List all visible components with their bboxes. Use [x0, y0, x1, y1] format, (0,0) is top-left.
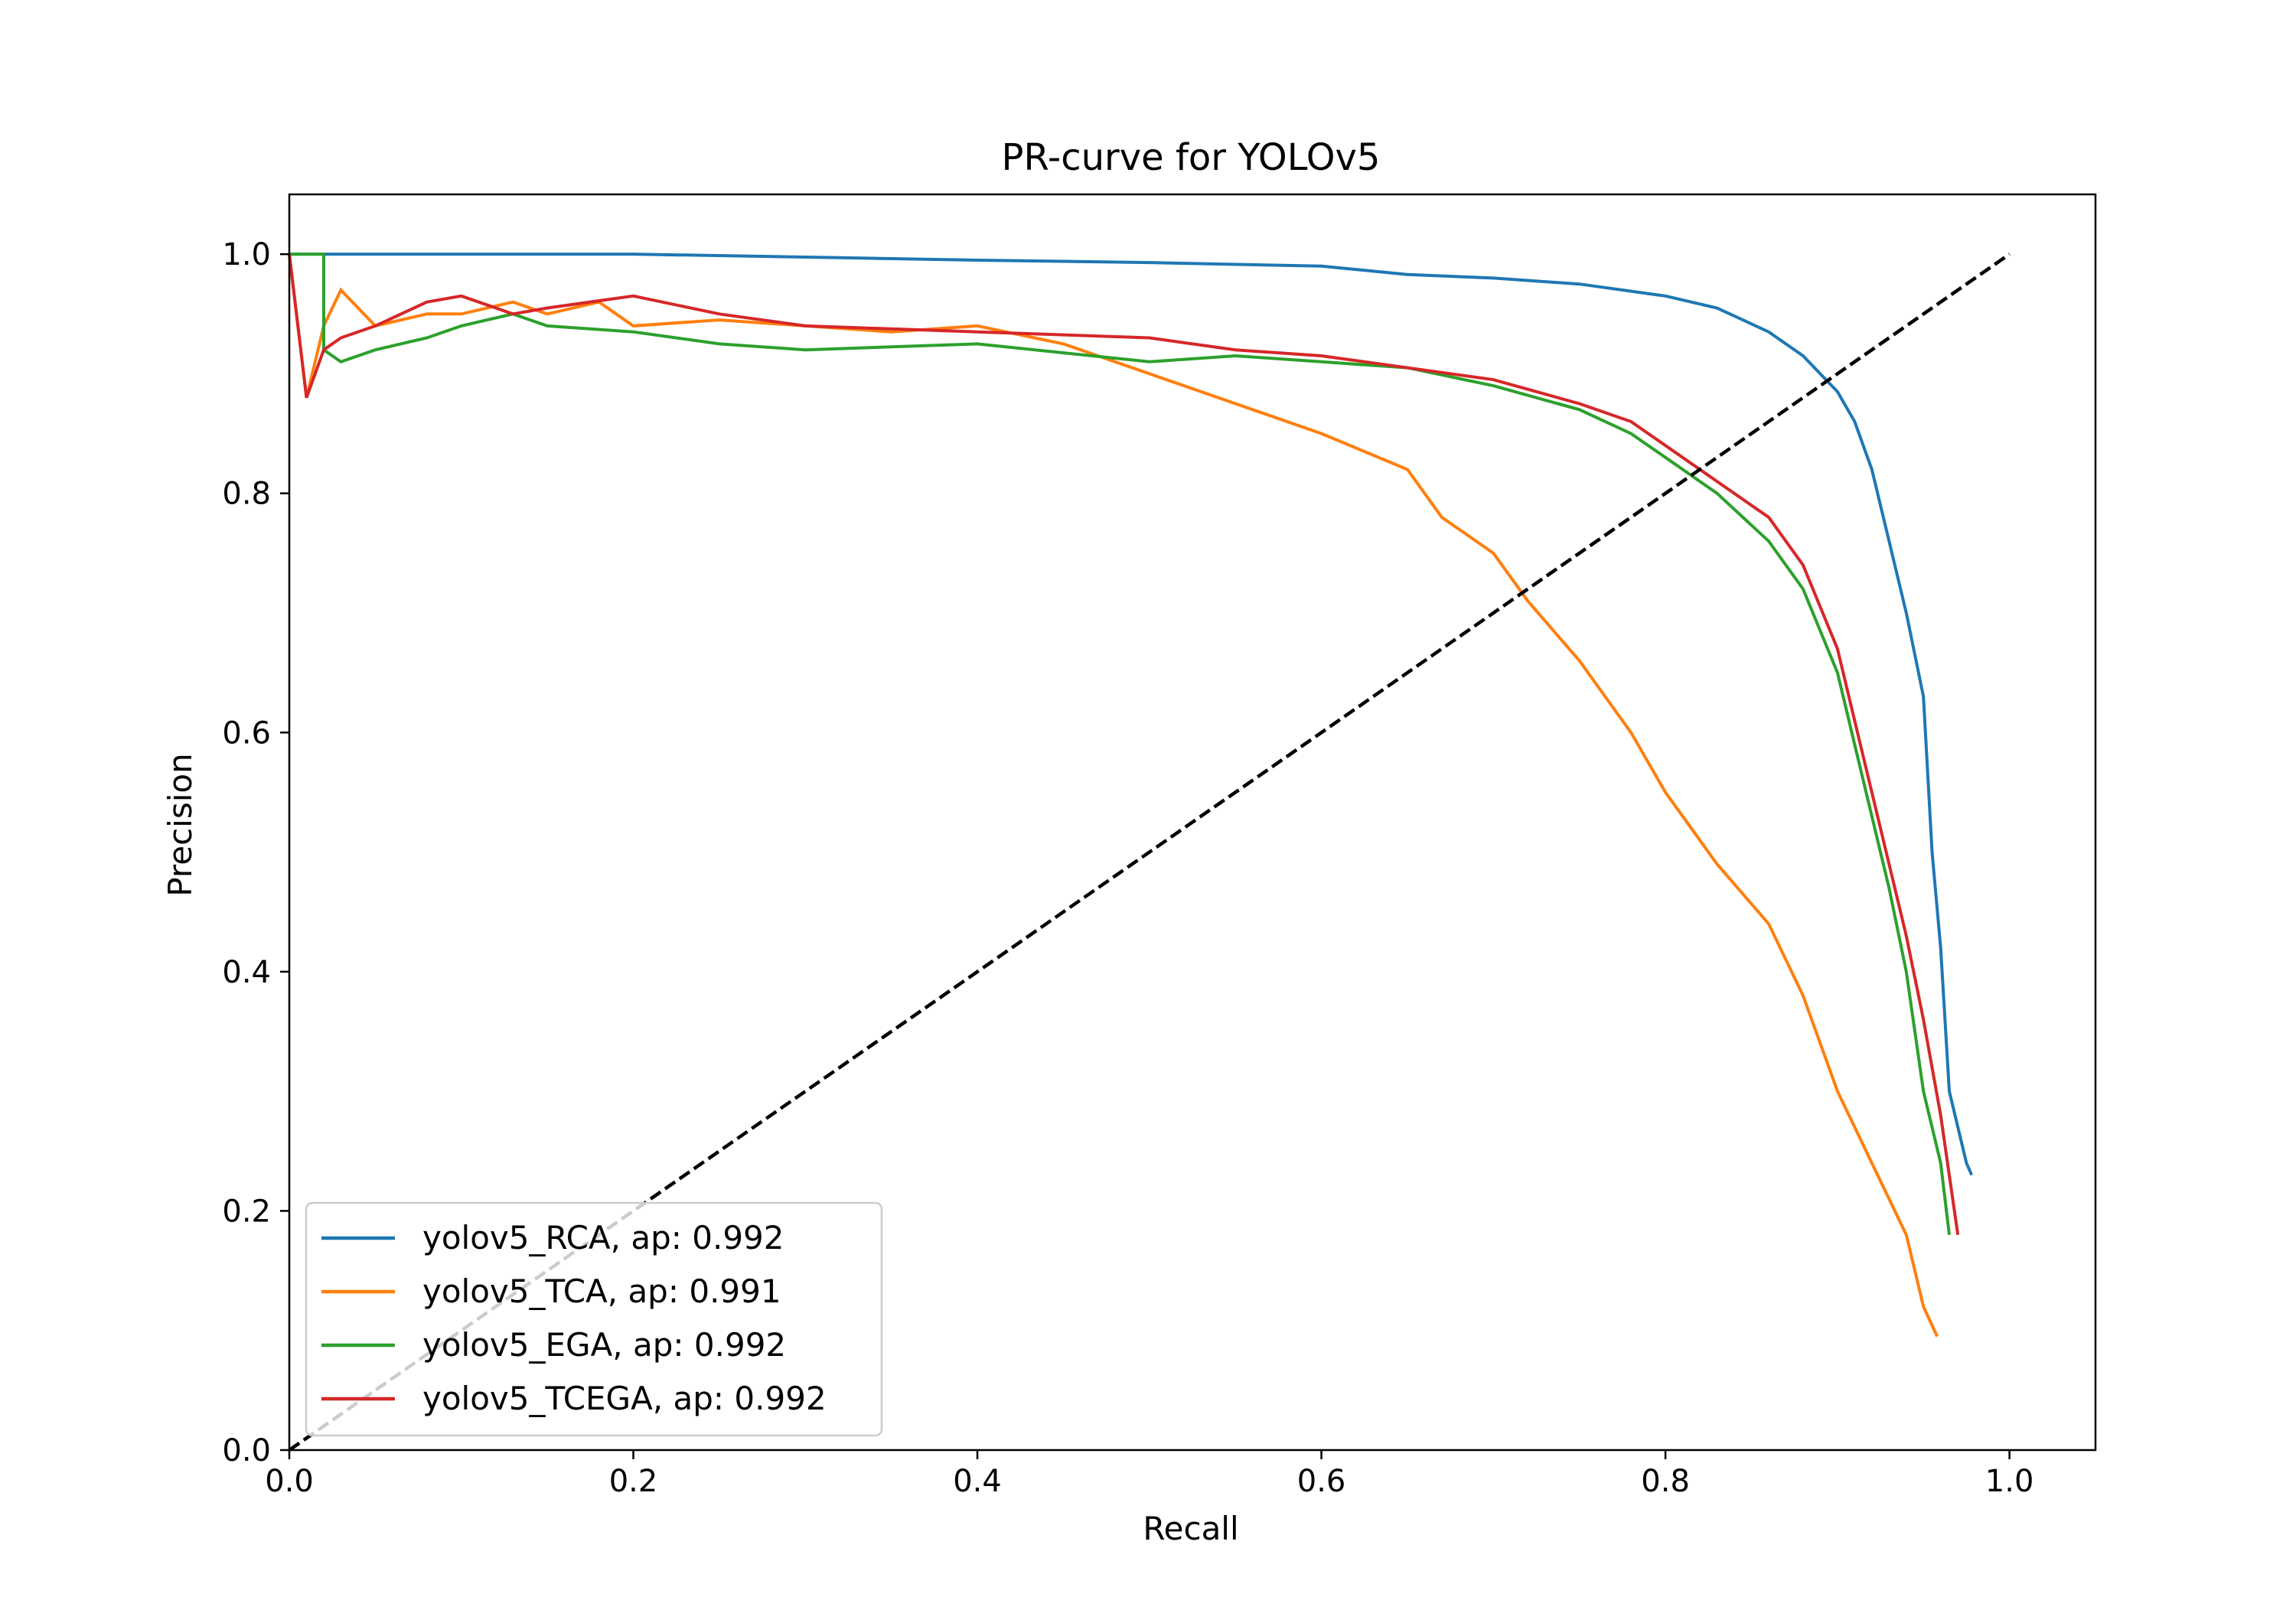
legend-box — [305, 1201, 883, 1437]
legend: yolov5_RCA, ap: 0.992 yolov5_TCA, ap: 0.9… — [305, 1201, 883, 1437]
reference-diagonal-line — [288, 253, 2011, 1452]
y-axis: 0.0 0.2 0.4 0.6 0.8 1.0 — [222, 237, 289, 1468]
series-line-4 — [288, 253, 1960, 1235]
x-tick-label: 1.0 — [1985, 1464, 2034, 1499]
chart-title: PR-curve for YOLOv5 — [1002, 136, 1381, 179]
series-line-3 — [289, 253, 1951, 1235]
series-line-2 — [288, 253, 1939, 1338]
y-axis-label: Precision — [161, 753, 199, 896]
legend-label-4: yolov5_TCEGA, ap: 0.992 — [422, 1380, 827, 1417]
axes-frame — [288, 193, 2097, 1452]
x-tick-label: 0.6 — [1297, 1464, 1346, 1499]
y-tick-label: 0.6 — [222, 715, 271, 751]
legend-label-2: yolov5_TCA, ap: 0.991 — [422, 1273, 781, 1310]
y-tick-label: 0.4 — [222, 955, 271, 990]
series-line-1 — [289, 253, 1974, 1176]
x-tick-label: 0.2 — [609, 1464, 658, 1499]
x-tick-label: 0.4 — [953, 1464, 1002, 1499]
y-tick-label: 0.2 — [222, 1194, 271, 1229]
legend-label-1: yolov5_RCA, ap: 0.992 — [422, 1219, 784, 1256]
x-axis: 0.0 0.2 0.4 0.6 0.8 1.0 — [265, 1450, 2033, 1499]
x-tick-label: 0.8 — [1641, 1464, 1690, 1499]
plot-area — [288, 253, 2011, 1452]
x-axis-label: Recall — [1143, 1510, 1238, 1547]
legend-label-3: yolov5_EGA, ap: 0.992 — [422, 1326, 786, 1364]
x-tick-label: 0.0 — [265, 1464, 314, 1499]
y-tick-label: 0.8 — [222, 477, 271, 512]
y-tick-label: 1.0 — [222, 237, 271, 272]
y-tick-label: 0.0 — [222, 1433, 271, 1468]
